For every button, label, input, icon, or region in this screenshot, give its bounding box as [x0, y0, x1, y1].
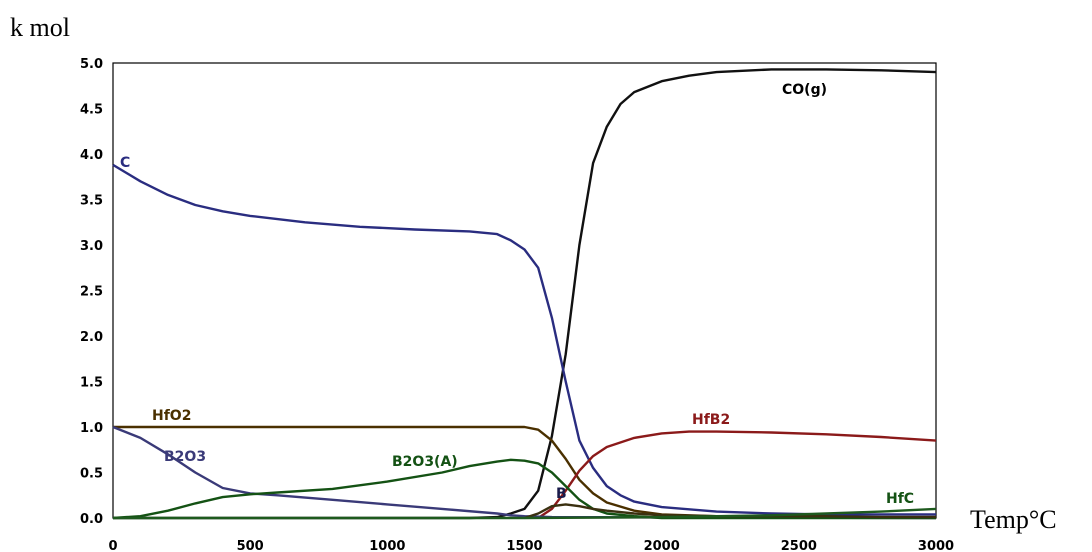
- series-label-hfo2: HfO2: [152, 408, 191, 424]
- x-tick-label: 500: [237, 539, 264, 552]
- series-label-hfb2: HfB2: [692, 412, 730, 428]
- series-label-b2o3a: B2O3(A): [392, 454, 458, 470]
- y-tick-label: 2.5: [80, 285, 103, 300]
- y-tick-label: 2.0: [80, 330, 103, 345]
- x-tick-label: 2000: [644, 539, 680, 552]
- series-line-co-g: [113, 68, 937, 520]
- x-tick-label: 3000: [918, 539, 954, 552]
- x-axis-title: Temp°C: [970, 505, 1057, 534]
- series-lines: [112, 68, 937, 520]
- y-tick-label: 1.0: [80, 421, 103, 436]
- x-tick-label: 0: [108, 539, 117, 552]
- y-tick-label: 3.5: [80, 194, 103, 209]
- y-tick-label: 0.5: [80, 467, 103, 482]
- y-tick-label: 4.5: [80, 103, 103, 118]
- x-tick-label: 2500: [781, 539, 817, 552]
- series-label-b2o3: B2O3: [164, 449, 206, 465]
- plot-frame: [112, 62, 937, 519]
- series-label-co: CO(g): [782, 82, 827, 98]
- y-tick-label: 0.0: [80, 512, 103, 527]
- series-line-b: [524, 503, 936, 520]
- y-tick-labels: 0.0 0.5 1.0 1.5 2.0 2.5 3.0 3.5 4.0 4.5 5.0: [80, 57, 103, 527]
- y-tick-label: 1.5: [80, 376, 103, 391]
- series-line-hfc: [113, 507, 937, 520]
- y-axis-title: k mol: [10, 13, 70, 42]
- x-tick-label: 1500: [506, 539, 542, 552]
- series-label-c: C: [120, 155, 130, 171]
- series-line-b2o3: [112, 425, 937, 520]
- y-tick-label: 4.0: [80, 148, 103, 163]
- y-tick-label: 5.0: [80, 57, 103, 72]
- x-tick-labels: 0 500 1000 1500 2000 2500 3000: [108, 539, 954, 552]
- series-line-c: [112, 163, 936, 516]
- series-line-hfo2: [113, 425, 936, 519]
- series-label-b: B: [556, 486, 567, 502]
- series-label-hfc: HfC: [886, 491, 914, 507]
- y-tick-label: 3.0: [80, 239, 103, 254]
- x-tick-label: 1000: [369, 539, 405, 552]
